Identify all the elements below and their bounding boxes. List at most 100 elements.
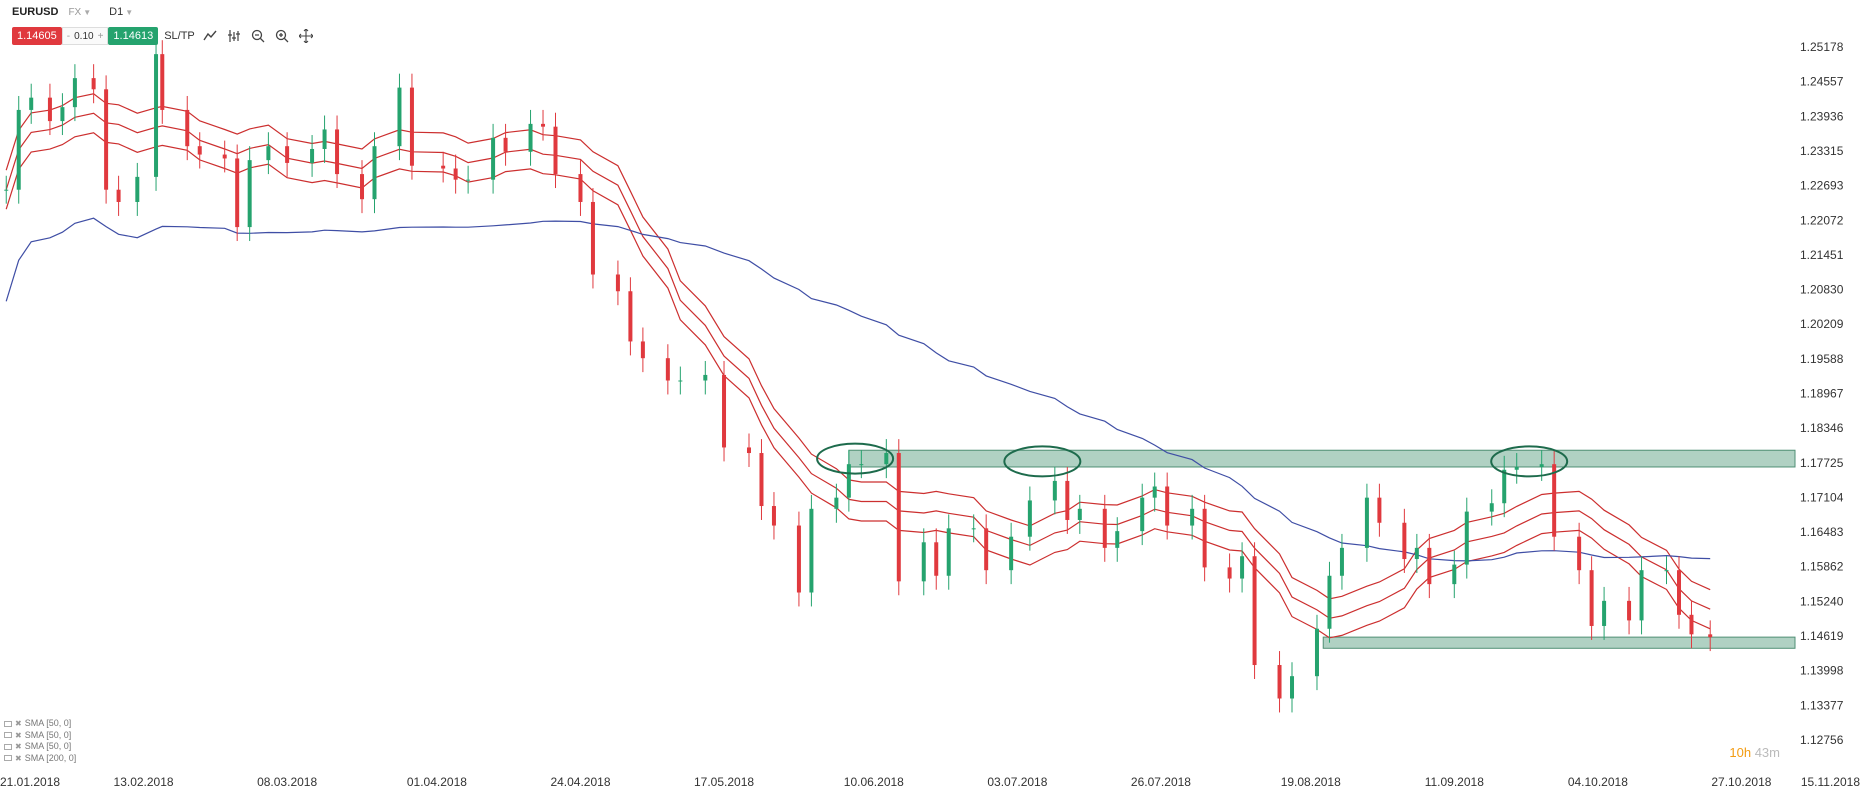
candle-body[interactable] xyxy=(1427,547,1432,585)
candle-body[interactable] xyxy=(703,374,708,381)
candle-body[interactable] xyxy=(1027,500,1032,537)
candle-body[interactable] xyxy=(441,165,446,169)
candle-body[interactable] xyxy=(491,137,496,180)
legend-settings-icon[interactable] xyxy=(4,755,12,762)
candle-body[interactable] xyxy=(154,54,159,177)
candle-body[interactable] xyxy=(1252,556,1257,666)
candle-body[interactable] xyxy=(1314,628,1319,677)
candle-body[interactable] xyxy=(1140,497,1145,532)
candle-body[interactable] xyxy=(722,374,727,448)
candle-body[interactable] xyxy=(665,358,670,381)
candle-body[interactable] xyxy=(29,97,34,110)
candle-body[interactable] xyxy=(1708,634,1713,638)
candle-body[interactable] xyxy=(185,109,190,147)
candle-body[interactable] xyxy=(1202,508,1207,568)
chart-type-icon[interactable] xyxy=(201,27,219,45)
candle-body[interactable] xyxy=(4,189,9,191)
candle-body[interactable] xyxy=(1602,600,1607,626)
legend-close-icon[interactable]: ✖ xyxy=(15,730,22,740)
candle-body[interactable] xyxy=(746,447,751,454)
candle-body[interactable] xyxy=(1639,570,1644,621)
candle-body[interactable] xyxy=(197,146,202,155)
legend-close-icon[interactable]: ✖ xyxy=(15,742,22,751)
candle-body[interactable] xyxy=(1115,531,1120,548)
crosshair-icon[interactable] xyxy=(297,27,315,45)
candle-body[interactable] xyxy=(984,528,989,571)
candle-body[interactable] xyxy=(859,464,864,466)
candle-body[interactable] xyxy=(360,174,365,200)
zoom-in-icon[interactable] xyxy=(273,27,291,45)
candle-body[interactable] xyxy=(1240,556,1245,579)
candle-body[interactable] xyxy=(372,146,377,200)
candle-body[interactable] xyxy=(1552,464,1557,537)
candle-body[interactable] xyxy=(1339,547,1344,576)
candle-body[interactable] xyxy=(47,97,52,122)
instrument-type[interactable]: FX ▼ xyxy=(68,6,92,18)
candle-body[interactable] xyxy=(1227,567,1232,579)
candle-body[interactable] xyxy=(640,341,645,359)
volume-plus[interactable]: + xyxy=(97,30,104,42)
candle-body[interactable] xyxy=(771,506,776,526)
candle-body[interactable] xyxy=(921,542,926,582)
candle-body[interactable] xyxy=(116,189,121,202)
candle-body[interactable] xyxy=(160,54,165,110)
candle-body[interactable] xyxy=(1165,486,1170,526)
candle-body[interactable] xyxy=(1052,480,1057,501)
candle-body[interactable] xyxy=(453,168,458,180)
horizontal-zone[interactable] xyxy=(848,449,1796,468)
candle-body[interactable] xyxy=(971,528,976,530)
legend-settings-icon[interactable] xyxy=(4,720,12,727)
candle-body[interactable] xyxy=(1464,511,1469,565)
candle-body[interactable] xyxy=(503,137,508,152)
sltp-button[interactable]: SL/TP xyxy=(164,30,195,42)
candle-body[interactable] xyxy=(335,129,340,175)
candle-body[interactable] xyxy=(1502,469,1507,504)
candle-body[interactable] xyxy=(466,179,471,181)
candle-body[interactable] xyxy=(884,453,889,465)
candle-body[interactable] xyxy=(1327,575,1332,629)
candle-body[interactable] xyxy=(16,109,21,190)
candle-body[interactable] xyxy=(1290,676,1295,699)
buy-price-button[interactable]: 1.14613 xyxy=(108,27,159,45)
candle-body[interactable] xyxy=(528,123,533,152)
highlight-ellipse[interactable] xyxy=(1490,445,1569,478)
legend-item[interactable]: ✖ SMA [50, 0] xyxy=(4,718,76,730)
candle-body[interactable] xyxy=(135,176,140,202)
candle-body[interactable] xyxy=(397,87,402,147)
candle-body[interactable] xyxy=(1689,614,1694,635)
timeframe-selector[interactable]: D1 ▼ xyxy=(109,6,134,18)
legend-close-icon[interactable]: ✖ xyxy=(15,719,22,728)
candle-body[interactable] xyxy=(553,126,558,175)
candle-body[interactable] xyxy=(1414,547,1419,560)
candle-body[interactable] xyxy=(1277,665,1282,699)
candle-body[interactable] xyxy=(1539,464,1544,467)
legend-close-icon[interactable]: ✖ xyxy=(15,753,22,763)
candle-body[interactable] xyxy=(934,542,939,576)
candle-body[interactable] xyxy=(247,160,252,228)
candle-body[interactable] xyxy=(615,274,620,292)
candle-body[interactable] xyxy=(285,146,290,163)
candle-body[interactable] xyxy=(1402,522,1407,560)
candle-body[interactable] xyxy=(1489,503,1494,512)
candle-body[interactable] xyxy=(590,201,595,275)
candle-body[interactable] xyxy=(1676,570,1681,615)
candle-body[interactable] xyxy=(846,464,851,498)
candle-body[interactable] xyxy=(1152,486,1157,498)
candle-body[interactable] xyxy=(322,129,327,149)
volume-stepper[interactable]: - 0.10 + xyxy=(61,27,109,45)
candle-body[interactable] xyxy=(946,528,951,576)
highlight-ellipse[interactable] xyxy=(816,442,895,475)
legend-item[interactable]: ✖ SMA [50, 0] xyxy=(4,730,76,742)
candle-body[interactable] xyxy=(1065,480,1070,520)
volume-minus[interactable]: - xyxy=(66,30,71,42)
legend-settings-icon[interactable] xyxy=(4,743,12,750)
horizontal-zone[interactable] xyxy=(1322,636,1796,649)
candle-body[interactable] xyxy=(222,154,227,159)
candle-body[interactable] xyxy=(541,123,546,127)
candle-body[interactable] xyxy=(809,508,814,593)
highlight-ellipse[interactable] xyxy=(1003,445,1082,478)
legend-item[interactable]: ✖ SMA [50, 0] xyxy=(4,741,76,753)
candle-body[interactable] xyxy=(759,453,764,507)
candle-body[interactable] xyxy=(1664,570,1669,572)
sell-price-button[interactable]: 1.14605 xyxy=(12,27,62,45)
